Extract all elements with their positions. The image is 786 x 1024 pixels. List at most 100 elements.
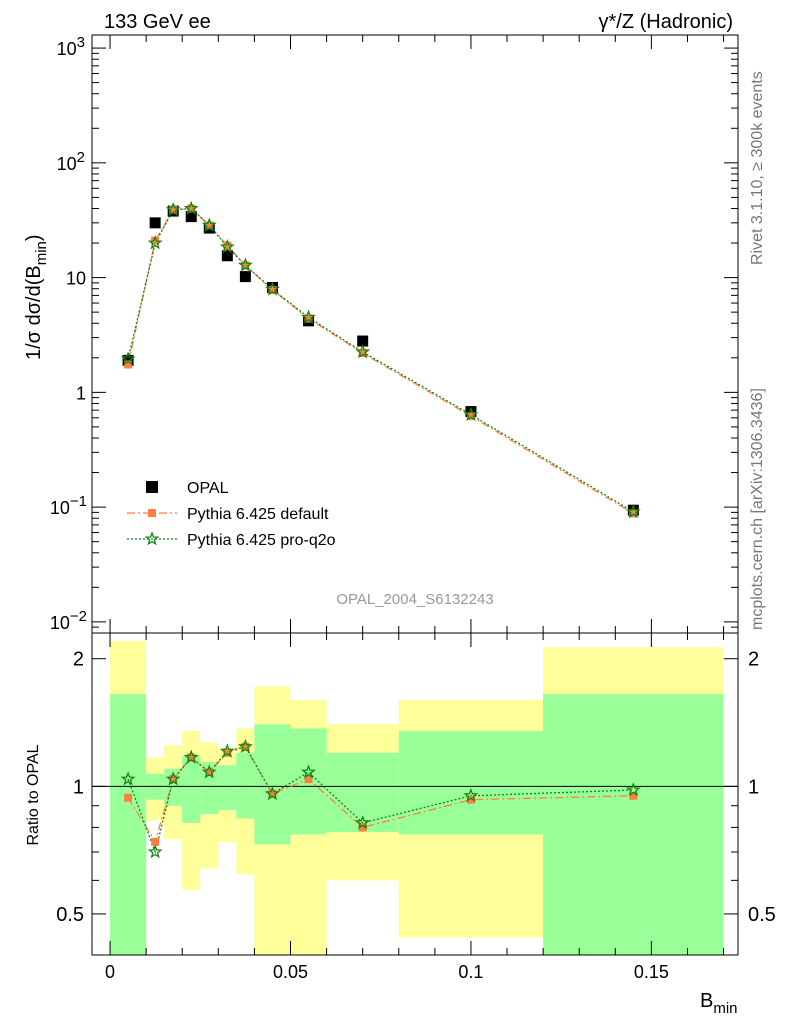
legend-label-opal: OPAL (187, 480, 229, 497)
ratio-point-pythia-default (466, 795, 475, 804)
data-point-pythia-proq2o (147, 235, 163, 250)
y-tick-label: 102 (57, 149, 85, 174)
uncertainty-band-inner (200, 762, 219, 815)
data-point-opal (185, 211, 197, 223)
uncertainty-band-inner (182, 755, 201, 823)
ratio-point-pythia-default (187, 753, 196, 762)
ratio-y-tick-label: 1 (73, 776, 84, 798)
ratio-point-pythia-proq2o (625, 782, 641, 797)
ratio-point-pythia-proq2o (183, 749, 199, 764)
uncertainty-band-inner (326, 752, 399, 833)
ratio-point-pythia-default (124, 793, 133, 802)
ratio-frame (91, 632, 739, 956)
ratio-y-tick-label-right: 1 (748, 776, 759, 798)
data-point-opal (221, 250, 233, 262)
ratio-point-pythia-proq2o (463, 787, 479, 803)
ratio-point-pythia-proq2o (264, 785, 281, 801)
ratio-y-tick-label-right: 0.5 (748, 904, 776, 926)
x-tick-label: 0.15 (634, 962, 669, 982)
y-tick-label: 103 (57, 34, 85, 59)
data-point-pythia-proq2o (237, 257, 253, 272)
data-point-pythia-default (466, 412, 475, 421)
uncertainty-band-inner (236, 752, 255, 819)
data-point-pythia-default (223, 241, 232, 250)
x-axis-label: Bmin (700, 990, 738, 1017)
ratio-marks (120, 738, 641, 859)
main-ylabel: 1/σ dσ/d(Bmin) (23, 234, 50, 360)
data-point-opal (122, 354, 134, 366)
data-point-pythia-proq2o (625, 503, 641, 519)
ratio-line-pythia-default (127, 745, 634, 844)
data-point-pythia-proq2o (301, 309, 316, 324)
ratio-point-pythia-proq2o (355, 815, 371, 830)
data-point-pythia-default (629, 509, 638, 518)
data-point-opal (149, 217, 161, 229)
ratio-y-tick-label-right: 2 (748, 649, 759, 671)
legend-label-pythia-default: Pythia 6.425 default (187, 506, 329, 523)
data-point-pythia-proq2o (165, 201, 181, 217)
ratio-point-pythia-proq2o (120, 771, 136, 786)
main-marks (120, 200, 641, 519)
legend-marker-pythia-default (148, 509, 156, 517)
ratio-point-pythia-default (358, 823, 367, 832)
uncertainty-band-inner (543, 694, 724, 955)
data-point-pythia-default (268, 285, 277, 294)
data-point-pythia-default (241, 261, 250, 270)
ratio-point-pythia-proq2o (219, 743, 235, 758)
side-rivet: Rivet 3.1.10, ≥ 300k events (749, 71, 766, 265)
legend-marker-pythia-proq2o (144, 531, 160, 546)
data-point-pythia-default (169, 205, 178, 214)
x-tick-label: 0.05 (273, 962, 308, 982)
ratio-point-pythia-default (169, 775, 178, 784)
legend-label-pythia-proq2o: Pythia 6.425 pro-q2o (187, 532, 336, 549)
ratio-panel: 0.5 0.5 1 1 2 2 0 0.05 0.1 0.15 Ratio to OPAL Bmi… (25, 632, 776, 1017)
ratio-point-pythia-default (223, 748, 232, 757)
ratio-point-pythia-proq2o (301, 764, 316, 779)
ratio-point-pythia-proq2o (201, 764, 217, 779)
ratio-bands (92, 641, 738, 955)
main-axes: 10−2 10−1 1 10 102 103 (50, 34, 738, 634)
y-tick-label: 10 (66, 269, 86, 289)
data-point-pythia-proq2o (264, 281, 281, 296)
ratio-point-pythia-default (241, 742, 250, 751)
header-right: γ*/Z (Hadronic) (599, 11, 733, 33)
side-mcplots: mcplots.cern.ch [arXiv:1306.3436] (749, 388, 766, 630)
uncertainty-band-inner (254, 724, 291, 845)
ratio-y-tick-label: 2 (73, 649, 84, 671)
data-point-pythia-proq2o (355, 344, 371, 359)
data-point-pythia-proq2o (183, 200, 199, 215)
legend-marker-opal (146, 481, 158, 493)
main-panel: 10−2 10−1 1 10 102 103 1/σ dσ/d(Bmin) OPAL_20… (23, 34, 739, 634)
data-point-opal (357, 335, 369, 347)
data-point-pythia-default (304, 314, 313, 323)
ratio-point-pythia-default (304, 775, 313, 784)
ratio-point-pythia-proq2o (237, 738, 253, 754)
ratio-y-tick-label: 0.5 (56, 904, 84, 926)
data-point-opal (239, 271, 251, 283)
watermark: OPAL_2004_S6132243 (336, 591, 493, 608)
ratio-point-pythia-default (268, 789, 277, 798)
data-point-pythia-proq2o (120, 351, 136, 366)
ratio-point-pythia-default (151, 837, 160, 846)
data-point-pythia-proq2o (219, 238, 235, 254)
ratio-point-pythia-default (205, 768, 214, 777)
uncertainty-band-inner (218, 765, 237, 810)
y-tick-label: 10−1 (50, 493, 87, 518)
data-point-pythia-default (358, 349, 367, 358)
legend: OPAL Pythia 6.425 default Pythia 6.425 pro… (127, 480, 336, 549)
y-tick-label: 10−2 (50, 608, 87, 633)
ratio-point-pythia-proq2o (147, 844, 163, 859)
ratio-axes: 0.5 0.5 1 1 2 2 0 0.05 0.1 0.15 (56, 633, 776, 982)
uncertainty-band-inner (110, 694, 147, 955)
data-point-opal (465, 406, 477, 418)
ratio-point-pythia-default (629, 791, 638, 800)
ratio-point-pythia-proq2o (165, 771, 181, 786)
ratio-ylabel: Ratio to OPAL (25, 744, 42, 845)
data-point-pythia-default (124, 360, 133, 369)
x-tick-label: 0 (105, 962, 115, 982)
x-tick-label: 0.1 (458, 962, 483, 982)
series-line-pythia-proq2o (127, 207, 634, 513)
ratio-line-pythia-proq2o (127, 745, 634, 855)
series-line-pythia-default (127, 207, 634, 515)
